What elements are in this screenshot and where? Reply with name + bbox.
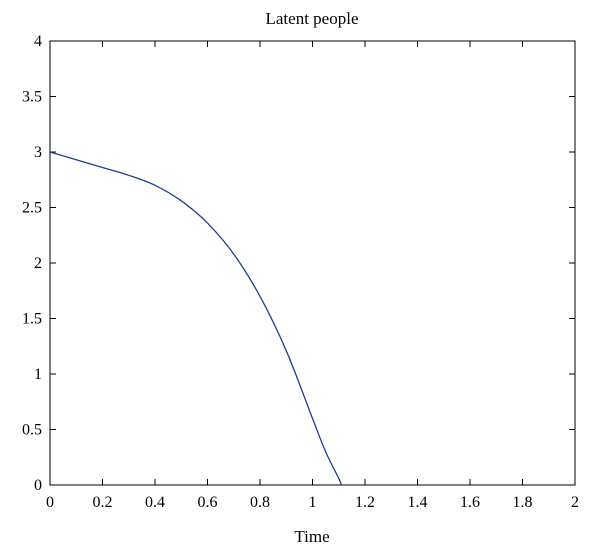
- y-tick-label: 2.5: [22, 200, 42, 217]
- x-tick-label: 1.8: [513, 494, 533, 511]
- x-tick-label: 1.2: [355, 494, 375, 511]
- x-tick-label: 1: [309, 494, 317, 511]
- y-tick-label: 3.5: [22, 89, 42, 106]
- y-tick-label: 1: [34, 366, 42, 383]
- x-tick-label: 2: [571, 494, 579, 511]
- y-tick-label: 1.5: [22, 311, 42, 328]
- x-axis-title: Time: [294, 527, 329, 546]
- x-tick-label: 1.6: [460, 494, 480, 511]
- series-line: [49, 151, 342, 486]
- x-tick-label: 0: [46, 494, 54, 511]
- x-tick-label: 0.2: [93, 494, 113, 511]
- x-tick-label: 1.4: [408, 494, 428, 511]
- chart-title: Latent people: [266, 9, 359, 28]
- x-tick-label: 0.6: [198, 494, 218, 511]
- y-tick-label: 3: [34, 144, 42, 161]
- plot-area: 0 0.2 0.4 0.6 0.8 1 1.2 1.4 1.6 1.8 2 0 0.5 1 1.5 2 2.5 3…: [22, 33, 579, 511]
- y-tick-label: 0.5: [22, 422, 42, 439]
- x-tick-label: 0.4: [145, 494, 165, 511]
- y-tick-label: 2: [34, 255, 42, 272]
- y-tick-label: 4: [34, 33, 42, 50]
- x-tick-label: 0.8: [250, 494, 270, 511]
- y-tick-label: 0: [34, 477, 42, 494]
